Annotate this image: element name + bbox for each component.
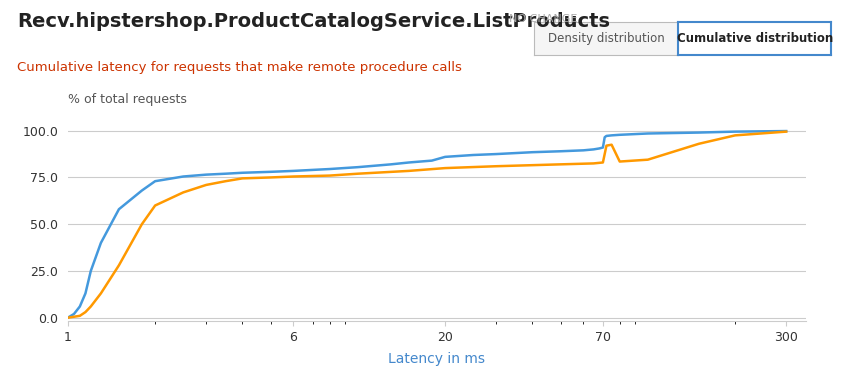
Text: Recv.hipstershop.ProductCatalogService.ListProducts: Recv.hipstershop.ProductCatalogService.L…	[17, 12, 610, 31]
X-axis label: Latency in ms: Latency in ms	[388, 352, 485, 367]
Text: Cumulative distribution: Cumulative distribution	[677, 32, 833, 45]
Text: Density distribution: Density distribution	[548, 32, 665, 45]
Text: Cumulative latency for requests that make remote procedure calls: Cumulative latency for requests that mak…	[17, 61, 462, 74]
Text: NO CHANGE: NO CHANGE	[509, 14, 577, 24]
Text: % of total requests: % of total requests	[68, 93, 187, 106]
